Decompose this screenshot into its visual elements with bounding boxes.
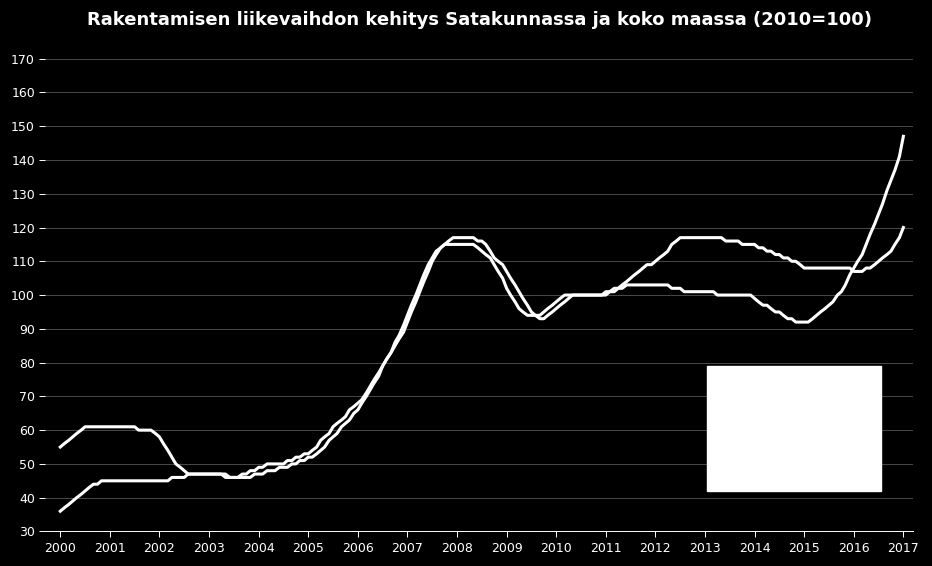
- Title: Rakentamisen liikevaihdon kehitys Satakunnassa ja koko maassa (2010=100): Rakentamisen liikevaihdon kehitys Sataku…: [87, 11, 871, 29]
- Bar: [707, 366, 881, 491]
